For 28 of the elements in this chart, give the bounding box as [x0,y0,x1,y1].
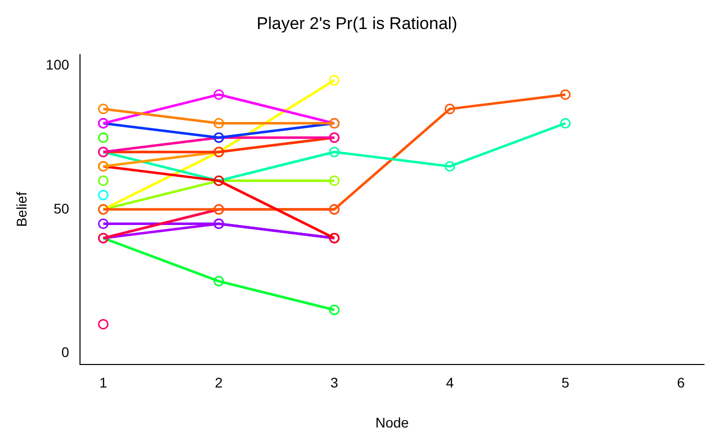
y-tick-label: 0 [61,344,70,360]
point [329,175,340,186]
x-tick-label: 3 [330,374,338,391]
point [98,132,109,143]
x-tick-label: 2 [214,374,223,391]
x-tick-label: 5 [561,374,570,391]
y-tick-label: 50 [54,200,70,216]
point [214,89,224,100]
point [329,74,340,86]
point [98,318,109,330]
x-axis-title: Node [375,414,410,430]
point [214,276,224,286]
y-axis-title: Belief [13,192,30,227]
point [560,118,571,129]
point [98,175,109,186]
y-tick-label: 100 [46,56,70,73]
point [444,104,456,114]
x-tick-label: 1 [99,374,108,391]
point [98,104,109,114]
point [444,161,456,172]
point [560,89,571,100]
point [329,304,340,316]
x-tick-label: 4 [446,374,454,391]
point [98,190,109,200]
x-tick-label: 6 [676,374,685,391]
point [329,146,340,158]
point [214,118,224,129]
chart-title: Player 2's Pr(1 is Rational) [256,14,458,33]
